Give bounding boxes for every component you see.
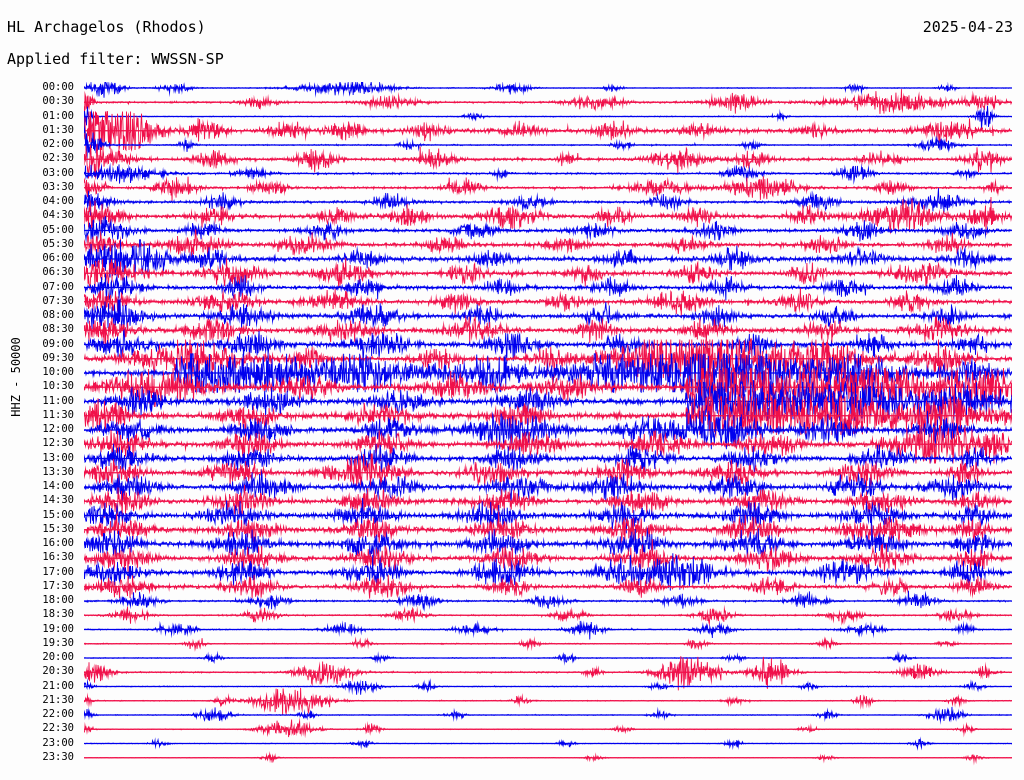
time-axis-label: 04:00 bbox=[42, 195, 74, 207]
time-axis-label: 04:30 bbox=[42, 209, 74, 222]
time-axis-label: 00:30 bbox=[42, 95, 74, 108]
record-date-label: 2025-04-23 bbox=[922, 18, 1013, 36]
time-axis-label: 13:30 bbox=[42, 465, 74, 478]
time-axis-label: 14:00 bbox=[42, 480, 74, 492]
time-axis-label: 07:30 bbox=[42, 294, 74, 307]
time-axis-label: 15:00 bbox=[42, 508, 74, 521]
time-axis-label: 00:00 bbox=[42, 81, 74, 93]
time-axis-label: 14:30 bbox=[42, 494, 74, 507]
time-axis-label: 03:30 bbox=[42, 180, 74, 193]
time-axis-label: 01:30 bbox=[42, 123, 74, 136]
time-axis: 00:00 00:30 01:00 01:30 02:00 02:30 03:00 03:30… bbox=[0, 0, 80, 780]
applied-filter-label: Applied filter: WWSSN-SP bbox=[7, 50, 224, 68]
time-axis-label: 01:00 bbox=[42, 109, 74, 122]
page-title: HL Archagelos (Rhodos) bbox=[7, 18, 206, 36]
time-axis-label: 23:00 bbox=[42, 736, 74, 749]
time-axis-label: 17:00 bbox=[42, 565, 74, 578]
time-axis-label: 05:00 bbox=[42, 223, 74, 236]
time-axis-label: 18:30 bbox=[42, 608, 74, 621]
time-axis-label: 08:30 bbox=[42, 323, 74, 336]
time-axis-label: 09:30 bbox=[42, 351, 74, 364]
time-axis-label: 20:00 bbox=[42, 651, 74, 663]
time-axis-label: 20:30 bbox=[42, 665, 74, 678]
time-axis-label: 07:00 bbox=[42, 280, 74, 293]
time-axis-label: 05:30 bbox=[42, 237, 74, 250]
time-axis-label: 22:00 bbox=[42, 708, 74, 720]
time-axis-label: 16:00 bbox=[42, 537, 74, 549]
time-axis-label: 19:30 bbox=[42, 636, 74, 649]
time-axis-label: 13:00 bbox=[42, 451, 74, 464]
seismogram-plot-area bbox=[84, 82, 1012, 766]
time-axis-label: 02:30 bbox=[42, 152, 74, 165]
time-axis-label: 17:30 bbox=[42, 579, 74, 592]
time-axis-label: 12:00 bbox=[42, 423, 74, 435]
time-axis-label: 08:00 bbox=[42, 309, 74, 321]
time-axis-label: 16:30 bbox=[42, 551, 74, 564]
time-axis-label: 11:30 bbox=[42, 408, 74, 421]
seismogram-traces-canvas bbox=[84, 82, 1012, 766]
time-axis-label: 22:30 bbox=[42, 722, 74, 735]
time-axis-label: 18:00 bbox=[42, 594, 74, 606]
time-axis-label: 09:00 bbox=[42, 337, 74, 350]
time-axis-label: 03:00 bbox=[42, 166, 74, 179]
time-axis-label: 21:30 bbox=[42, 693, 74, 706]
time-axis-label: 11:00 bbox=[42, 394, 74, 407]
time-axis-label: 06:30 bbox=[42, 266, 74, 279]
time-axis-label: 21:00 bbox=[42, 679, 74, 692]
time-axis-label: 02:00 bbox=[42, 138, 74, 150]
time-axis-label: 06:00 bbox=[42, 252, 74, 264]
time-axis-label: 23:30 bbox=[42, 750, 74, 763]
time-axis-label: 10:30 bbox=[42, 380, 74, 393]
time-axis-label: 10:00 bbox=[42, 366, 74, 378]
time-axis-label: 19:00 bbox=[42, 622, 74, 635]
time-axis-label: 12:30 bbox=[42, 437, 74, 450]
time-axis-label: 15:30 bbox=[42, 522, 74, 535]
